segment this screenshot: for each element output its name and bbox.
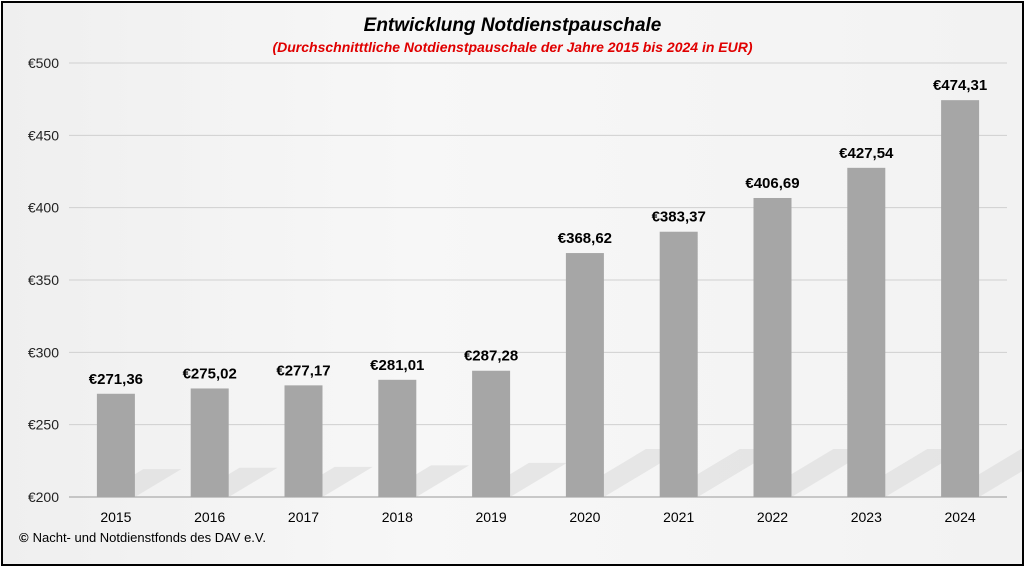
bar <box>565 253 604 497</box>
copyright-notice: © Nacht- und Notdienstfonds des DAV e.V. <box>19 530 266 545</box>
bar <box>378 379 417 497</box>
data-label: €368,62 <box>558 230 612 247</box>
data-label: €383,37 <box>652 209 706 226</box>
x-tick-label: 2015 <box>100 509 131 525</box>
copyright-text: Nacht- und Notdienstfonds des DAV e.V. <box>32 530 267 545</box>
data-label: €277,17 <box>276 362 330 379</box>
data-label: €474,31 <box>933 77 987 94</box>
data-label: €406,69 <box>745 175 799 192</box>
data-label: €275,02 <box>183 365 237 382</box>
x-tick-label: 2022 <box>757 509 788 525</box>
y-tick-label: €500 <box>28 55 59 71</box>
x-tick-label: 2024 <box>945 509 976 525</box>
x-tick-label: 2019 <box>476 509 507 525</box>
y-tick-label: €300 <box>28 344 59 360</box>
data-label: €271,36 <box>89 371 143 388</box>
bar <box>190 388 229 497</box>
x-tick-label: 2020 <box>569 509 600 525</box>
copyright-icon: © <box>19 530 29 545</box>
y-tick-label: €200 <box>28 489 59 505</box>
y-tick-label: €450 <box>28 127 59 143</box>
bar <box>941 100 980 498</box>
x-tick-label: 2016 <box>194 509 225 525</box>
data-label: €281,01 <box>370 357 424 374</box>
bar <box>96 393 135 497</box>
bar <box>659 231 698 497</box>
bar <box>472 370 511 497</box>
x-tick-label: 2018 <box>382 509 413 525</box>
x-tick-label: 2023 <box>851 509 882 525</box>
bar-chart: €200 €250 €300 €350 €400 €450 €500 €271,36 2015 €… <box>28 55 1022 525</box>
x-tick-label: 2017 <box>288 509 319 525</box>
data-label: €427,54 <box>839 145 894 162</box>
chart-subtitle: (Durchschnitttliche Notdienstpauschale d… <box>272 39 753 55</box>
bar <box>847 167 886 497</box>
y-tick-label: €350 <box>28 272 59 288</box>
data-label: €287,28 <box>464 348 518 365</box>
bar <box>753 197 792 497</box>
x-tick-label: 2021 <box>663 509 694 525</box>
y-tick-label: €250 <box>28 417 59 433</box>
chart-title: Entwicklung Notdienstpauschale <box>363 15 662 36</box>
y-tick-label: €400 <box>28 200 59 216</box>
bar <box>284 385 323 497</box>
